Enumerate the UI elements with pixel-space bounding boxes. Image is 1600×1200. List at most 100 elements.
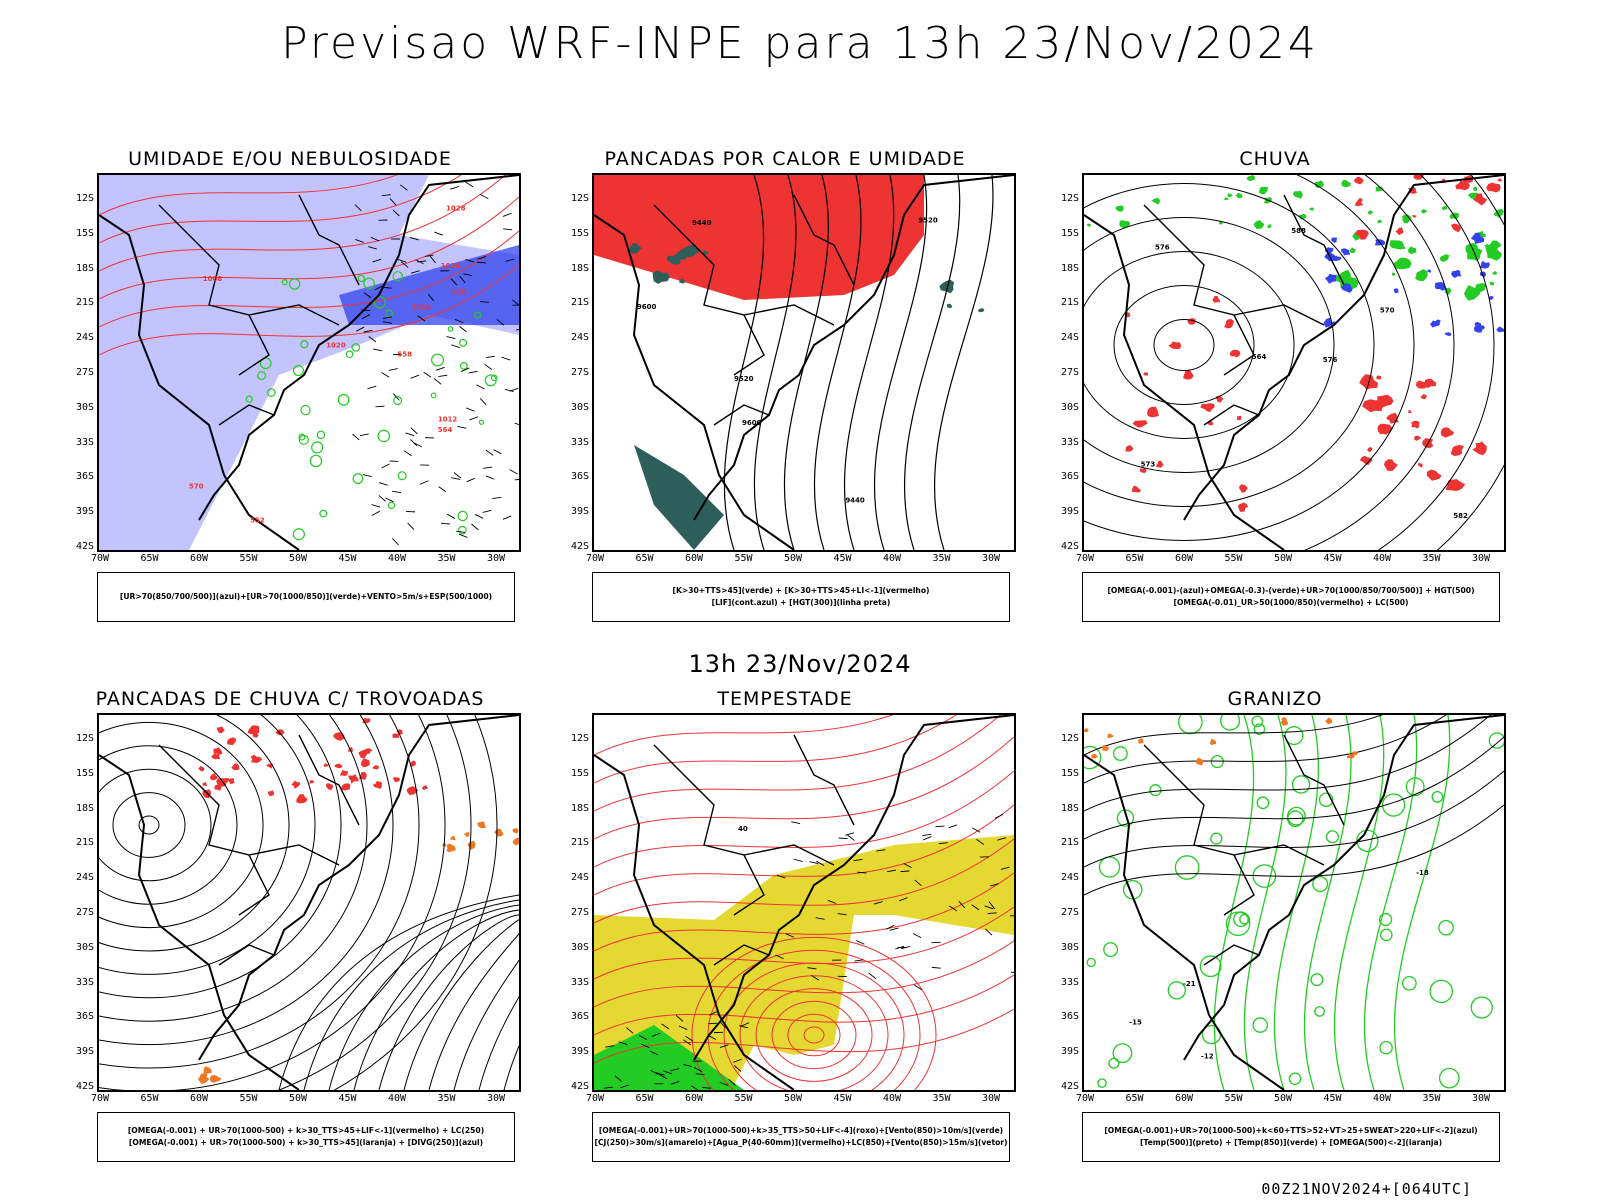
rain-area bbox=[1445, 479, 1466, 491]
rain-area bbox=[1238, 502, 1249, 512]
longitude-tick-label: 30W bbox=[1471, 1093, 1491, 1104]
green-contour bbox=[1312, 876, 1329, 893]
rain-area bbox=[1492, 271, 1498, 275]
rain-area bbox=[1259, 186, 1269, 195]
longitude-tick-label: 30W bbox=[981, 553, 1001, 564]
rain-area bbox=[1377, 219, 1383, 224]
longitude-tick-label: 30W bbox=[486, 1093, 506, 1104]
wind-vector bbox=[733, 1065, 742, 1072]
map-area: 40 bbox=[592, 713, 1016, 1092]
rain-area bbox=[1420, 394, 1427, 400]
wind-vector bbox=[515, 328, 519, 331]
storm-area bbox=[392, 733, 400, 738]
green-contour bbox=[431, 353, 445, 367]
rain-area bbox=[1200, 403, 1215, 413]
rain-area bbox=[1450, 445, 1464, 456]
contour-line bbox=[594, 872, 1014, 952]
map-area: -12 -15 -18 -21 bbox=[1082, 713, 1506, 1092]
rain-area bbox=[1340, 283, 1353, 293]
mid-title: 13h 23/Nov/2024 bbox=[688, 650, 912, 678]
wind-vector bbox=[367, 385, 377, 390]
legend-line: [K>30+TTS>45](verde) + [K>30+TTS>45+LI<-… bbox=[672, 586, 930, 595]
rain-area bbox=[1132, 420, 1148, 428]
panel-granizo: GRANIZO -12 -15 -18 -21 12S 15S 18S 21S 24S 27S 30S… bbox=[1035, 688, 1515, 1168]
map-area: 9600 9520 9440 9600 9520 9440 bbox=[592, 173, 1016, 552]
wind-vector bbox=[847, 834, 855, 841]
contour-label: 9520 bbox=[734, 375, 754, 383]
green-contour bbox=[1178, 715, 1203, 735]
latitude-tick-label: 33S bbox=[75, 436, 94, 448]
storm-area bbox=[211, 752, 221, 760]
longitude-tick-label: 60W bbox=[189, 1093, 209, 1104]
rain-area bbox=[1341, 179, 1352, 187]
wind-vector bbox=[403, 450, 412, 457]
storm-area bbox=[446, 843, 456, 853]
wind-vector bbox=[775, 954, 784, 960]
contour-line bbox=[594, 1008, 1014, 1064]
streamline bbox=[138, 815, 160, 835]
contour-line bbox=[594, 715, 893, 756]
wind-vector bbox=[683, 1039, 692, 1046]
wind-vector bbox=[375, 405, 385, 408]
wind-vector bbox=[466, 407, 475, 412]
rain-area bbox=[1367, 447, 1373, 452]
rain-area bbox=[1115, 205, 1124, 212]
storm-area bbox=[467, 840, 476, 851]
green-contour bbox=[397, 471, 407, 481]
contour-line bbox=[594, 715, 1001, 812]
contour-line bbox=[1084, 736, 1504, 840]
wind-vector bbox=[480, 194, 489, 200]
rain-area bbox=[1444, 332, 1452, 337]
streamline bbox=[1304, 175, 1455, 550]
longitude-tick-label: 70W bbox=[1075, 1093, 1095, 1104]
coastline bbox=[594, 175, 1014, 550]
rain-area bbox=[1212, 295, 1221, 303]
wind-vector bbox=[971, 904, 980, 911]
wind-vector bbox=[873, 901, 883, 905]
longitude-tick-label: 60W bbox=[189, 553, 209, 564]
state-borders bbox=[1143, 734, 1345, 966]
streamline bbox=[99, 768, 212, 882]
wind-vector bbox=[352, 433, 360, 441]
wind-vector bbox=[361, 314, 371, 320]
streamline bbox=[328, 904, 519, 1090]
x bbox=[368, 350, 377, 359]
contour-line bbox=[594, 974, 1014, 1036]
wind-vector bbox=[438, 374, 448, 377]
rain-area bbox=[1143, 372, 1149, 376]
latitude-tick-label: 30S bbox=[75, 401, 94, 413]
streamline bbox=[99, 715, 342, 999]
wind-vector bbox=[626, 1027, 634, 1034]
wind-vector bbox=[509, 469, 518, 475]
wind-vector bbox=[922, 833, 932, 836]
wind-vector bbox=[948, 824, 958, 829]
latitude-tick-label: 24S bbox=[75, 332, 94, 344]
green-contour bbox=[393, 396, 403, 406]
wind-vector bbox=[354, 204, 362, 212]
wind-vector bbox=[655, 1072, 665, 1076]
rain-area bbox=[1496, 326, 1504, 333]
rain-area bbox=[1236, 415, 1242, 421]
contour-line bbox=[99, 175, 506, 272]
omega-area bbox=[1352, 751, 1358, 756]
wind-vector bbox=[649, 1050, 659, 1056]
storm-area bbox=[216, 726, 225, 734]
latitude-tick-label: 36S bbox=[570, 471, 589, 483]
green-contour bbox=[1108, 1057, 1120, 1069]
wind-vector bbox=[719, 1021, 726, 1029]
legend-box: [OMEGA(-0.001) + UR>70(1000-500) + k>30_… bbox=[97, 1112, 515, 1162]
rain-area bbox=[1393, 257, 1412, 270]
rain-area bbox=[1332, 255, 1342, 262]
longitude-tick-label: 60W bbox=[1174, 553, 1194, 564]
wind-vector bbox=[459, 275, 466, 284]
map-area bbox=[97, 713, 521, 1092]
contour-line bbox=[1213, 715, 1255, 1090]
green-contour bbox=[352, 473, 364, 484]
moist-area bbox=[629, 243, 642, 254]
wind-vector bbox=[949, 905, 958, 912]
coastline bbox=[99, 715, 519, 1090]
rain-area bbox=[1349, 247, 1356, 253]
green-contour bbox=[1233, 911, 1249, 928]
wind-vector bbox=[453, 472, 462, 479]
wind-vector bbox=[476, 261, 486, 264]
